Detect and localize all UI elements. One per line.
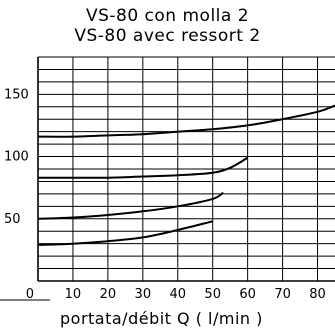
y-tick-labels: 50 100 150: [4, 87, 29, 226]
x-tick-label: 10: [65, 287, 82, 302]
chart-title: VS-80 con molla 2: [85, 6, 250, 26]
series-line-3: [37, 191, 224, 220]
x-tick-label: 40: [169, 287, 186, 302]
series-line-2: [38, 156, 249, 179]
x-tick-label: 30: [135, 287, 152, 302]
x-tick-label: 70: [274, 287, 291, 302]
y-tick-label: 50: [4, 212, 21, 227]
x-tick-label: 50: [204, 287, 221, 302]
y-tick-label: 150: [4, 87, 29, 102]
series-line-4: [37, 220, 213, 246]
chart-subtitle: VS-80 avec ressort 2: [74, 26, 261, 46]
series-group: [37, 104, 335, 246]
x-axis-label: portata/débit Q ( l/min ): [60, 309, 263, 328]
x-tick-label: 80: [309, 287, 326, 302]
series-line-1: [37, 104, 335, 138]
x-tick-label: 60: [239, 287, 256, 302]
x-tick-label: 20: [100, 287, 117, 302]
x-tick-label: 0: [26, 287, 34, 302]
x-tick-labels: 0 10 20 30 40 50 60 70 80: [26, 287, 326, 302]
grid: [37, 56, 335, 282]
y-tick-label: 100: [4, 150, 29, 165]
